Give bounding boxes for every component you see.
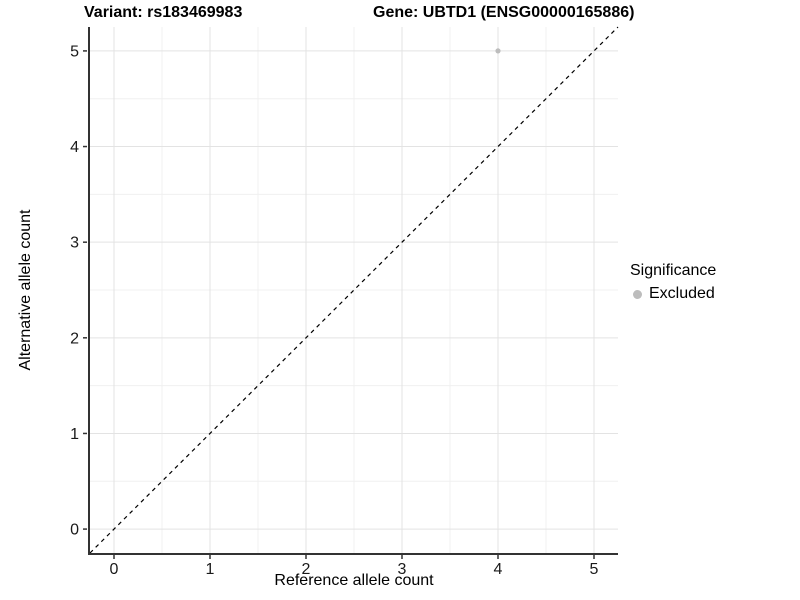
x-tick-label: 4: [494, 561, 503, 578]
y-tick-label: 0: [70, 522, 79, 539]
y-tick-label: 4: [70, 139, 79, 156]
y-tick-label: 3: [70, 235, 79, 252]
x-tick-label: 0: [110, 561, 119, 578]
legend-title: Significance: [630, 262, 717, 279]
legend-item-label: Excluded: [649, 285, 715, 302]
data-point: [495, 48, 501, 54]
legend-point-icon: [633, 289, 642, 299]
legend: Significance Excluded: [630, 262, 716, 303]
x-tick-label: 3: [398, 561, 407, 578]
y-tick-label: 1: [70, 426, 79, 443]
plot-title-variant: Variant: rs183469983: [84, 4, 243, 21]
y-axis-title: Alternative allele count: [17, 209, 34, 371]
x-tick-label: 1: [206, 561, 215, 578]
x-tick-label: 5: [590, 561, 599, 578]
y-tick-label: 5: [70, 43, 79, 60]
legend-item-excluded: Excluded: [630, 285, 716, 303]
plot-title-gene: Gene: UBTD1 (ENSG00000165886): [373, 4, 635, 21]
x-axis-title: Reference allele count: [274, 572, 434, 589]
y-tick-label: 2: [70, 330, 79, 347]
x-tick-label: 2: [302, 561, 311, 578]
